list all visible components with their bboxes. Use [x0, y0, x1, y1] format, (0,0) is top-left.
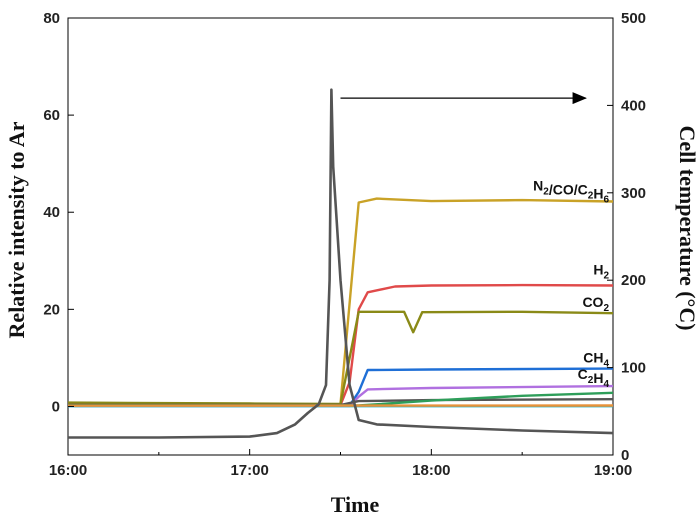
y-tick-label-left: 0 — [52, 398, 60, 415]
y-tick-label-left: 60 — [43, 107, 60, 124]
y-tick-label-left: 20 — [43, 301, 60, 318]
y-axis-title-left: Relative intensity to Ar — [4, 121, 29, 338]
series-line-2 — [67, 310, 614, 406]
plot-frame — [67, 17, 614, 456]
x-tick-label: 17:00 — [230, 462, 268, 479]
series-label-3: CH4 — [583, 350, 609, 370]
x-tick-label: 19:00 — [594, 462, 632, 479]
y-tick-label-right: 300 — [621, 185, 646, 202]
series-label-4: C2H4 — [578, 366, 610, 390]
y-tick-label-right: 200 — [621, 272, 646, 289]
series-label-0: N2/CO/C2H6 — [533, 178, 609, 206]
y-tick-label-right: 500 — [621, 10, 646, 27]
y-tick-label-right: 400 — [621, 97, 646, 114]
series-line-0 — [67, 197, 614, 407]
y-tick-label-left: 80 — [43, 10, 60, 27]
y-tick-label-right: 0 — [621, 447, 629, 464]
series-label-2: CO2 — [582, 294, 609, 314]
y-tick-label-left: 40 — [43, 204, 60, 221]
x-tick-label: 16:00 — [49, 462, 87, 479]
x-tick-label: 18:00 — [412, 462, 450, 479]
y-axis-title-right: Cell temperature (°C) — [675, 125, 696, 330]
series-line-9 — [68, 88, 614, 439]
x-axis-title: Time — [331, 492, 380, 517]
series-label-1: H2 — [593, 262, 609, 282]
y-tick-label-right: 100 — [621, 360, 646, 377]
